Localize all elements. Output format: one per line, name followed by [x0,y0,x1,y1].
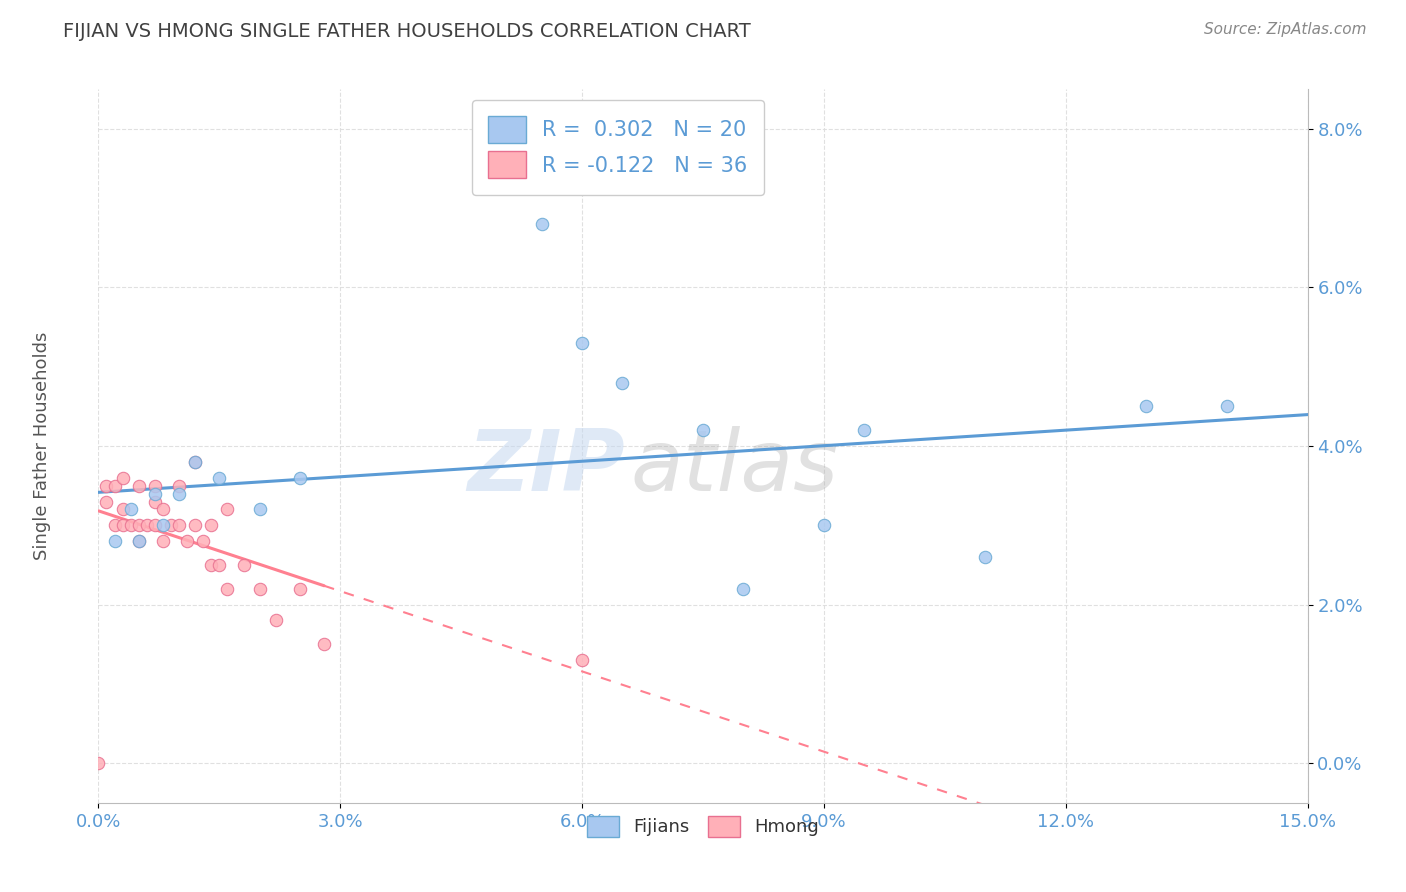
Text: ZIP: ZIP [467,425,624,509]
Text: atlas: atlas [630,425,838,509]
Point [217,582,239,596]
Point [692,423,714,437]
Point [103,478,125,492]
Point [314,637,336,651]
Point [200,558,222,572]
Point [249,502,271,516]
Point [128,534,150,549]
Point [853,423,876,437]
Point [530,217,553,231]
Point [143,518,166,533]
Point [1216,400,1239,414]
Point [103,518,125,533]
Point [974,549,997,564]
Point [184,455,207,469]
Point [120,502,142,516]
Point [103,534,125,549]
Text: Single Father Households: Single Father Households [34,332,51,560]
Text: FIJIAN VS HMONG SINGLE FATHER HOUSEHOLDS CORRELATION CHART: FIJIAN VS HMONG SINGLE FATHER HOUSEHOLDS… [63,22,751,41]
Point [120,518,142,533]
Point [217,502,239,516]
Point [111,502,134,516]
Point [249,582,271,596]
Point [160,518,183,533]
Point [288,582,311,596]
Text: Source: ZipAtlas.com: Source: ZipAtlas.com [1204,22,1367,37]
Point [135,518,157,533]
Point [733,582,755,596]
Point [96,478,118,492]
Point [96,494,118,508]
Point [813,518,835,533]
Point [1135,400,1157,414]
Point [208,471,231,485]
Point [111,518,134,533]
Point [264,614,287,628]
Point [571,653,593,667]
Point [612,376,634,390]
Point [128,518,150,533]
Point [193,534,215,549]
Point [208,558,231,572]
Point [128,478,150,492]
Point [143,494,166,508]
Point [152,518,174,533]
Point [571,335,593,350]
Point [152,534,174,549]
Point [167,518,190,533]
Point [176,534,198,549]
Point [143,486,166,500]
Point [152,502,174,516]
Point [167,478,190,492]
Point [184,455,207,469]
Point [232,558,254,572]
Point [111,471,134,485]
Point [184,518,207,533]
Point [288,471,311,485]
Point [143,478,166,492]
Point [200,518,222,533]
Point [87,756,110,771]
Point [167,486,190,500]
Point [128,534,150,549]
Legend: Fijians, Hmong: Fijians, Hmong [579,808,827,844]
